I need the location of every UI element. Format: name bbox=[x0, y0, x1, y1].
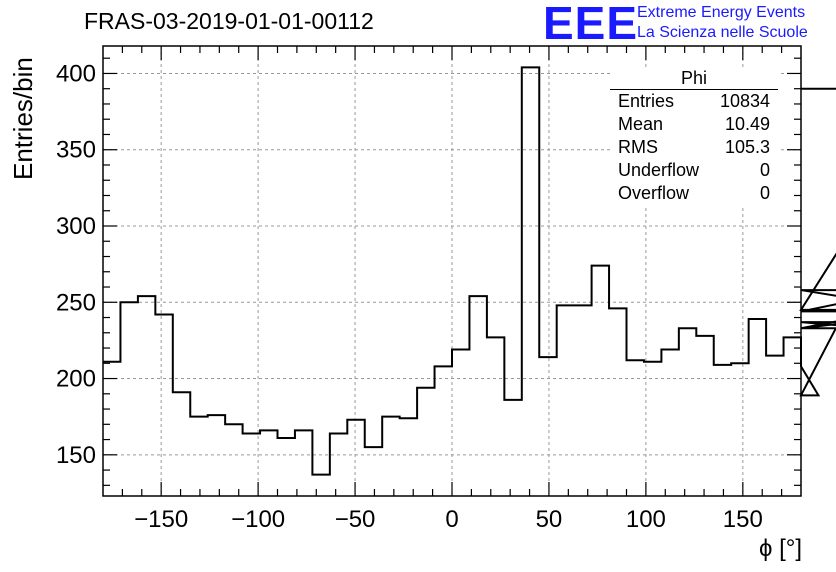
axis-ticks bbox=[103, 46, 801, 496]
y-tick-label: 250 bbox=[56, 289, 96, 316]
stats-value: 0 bbox=[759, 160, 770, 180]
stats-value: 105.3 bbox=[724, 137, 770, 157]
y-tick-labels: 150 200 250 300 350 400 bbox=[56, 60, 96, 468]
logo-caption-line2: La Scienza nelle Scuole bbox=[637, 24, 808, 41]
x-tick-label: 50 bbox=[536, 506, 563, 533]
stats-label: Entries bbox=[618, 91, 675, 111]
stats-value: 0 bbox=[759, 183, 770, 203]
histogram-line bbox=[103, 66, 836, 476]
y-axis-label: Entries/bin bbox=[8, 57, 38, 180]
x-tick-label: −50 bbox=[335, 506, 376, 533]
x-tick-labels: −150 −100 −50 0 50 100 150 bbox=[134, 506, 763, 533]
logo-caption: Extreme Energy Events La Scienza nelle S… bbox=[637, 3, 808, 43]
y-tick-label: 200 bbox=[56, 366, 96, 393]
y-tick-label: 400 bbox=[56, 60, 96, 87]
stats-value: 10834 bbox=[719, 91, 770, 111]
eee-logo: EEE bbox=[543, 0, 639, 49]
stats-label: Mean bbox=[618, 114, 664, 134]
stats-title: Phi bbox=[610, 68, 778, 90]
x-tick-label: 150 bbox=[723, 506, 763, 533]
chart-title: FRAS-03-2019-01-01-00112 bbox=[84, 8, 374, 34]
logo-caption-line1: Extreme Energy Events bbox=[637, 4, 806, 21]
stats-label: Overflow bbox=[618, 183, 690, 203]
x-axis-label: ϕ [°] bbox=[758, 535, 802, 562]
x-tick-label: 0 bbox=[445, 506, 458, 533]
stats-row-overflow: Overflow 0 bbox=[610, 182, 778, 205]
x-tick-label: −100 bbox=[231, 506, 285, 533]
stats-box: Phi Entries 10834 Mean 10.49 RMS 105.3 U… bbox=[610, 68, 778, 205]
stats-row-rms: RMS 105.3 bbox=[610, 136, 778, 159]
stats-label: RMS bbox=[618, 137, 658, 157]
x-tick-label: −150 bbox=[134, 506, 188, 533]
stats-row-underflow: Underflow 0 bbox=[610, 159, 778, 182]
x-tick-label: 100 bbox=[626, 506, 666, 533]
y-tick-label: 150 bbox=[56, 442, 96, 469]
stats-row-entries: Entries 10834 bbox=[610, 90, 778, 113]
stats-value: 10.49 bbox=[724, 114, 770, 134]
y-tick-label: 350 bbox=[56, 137, 96, 164]
y-tick-label: 300 bbox=[56, 213, 96, 240]
stats-row-mean: Mean 10.49 bbox=[610, 113, 778, 136]
stats-label: Underflow bbox=[618, 160, 700, 180]
